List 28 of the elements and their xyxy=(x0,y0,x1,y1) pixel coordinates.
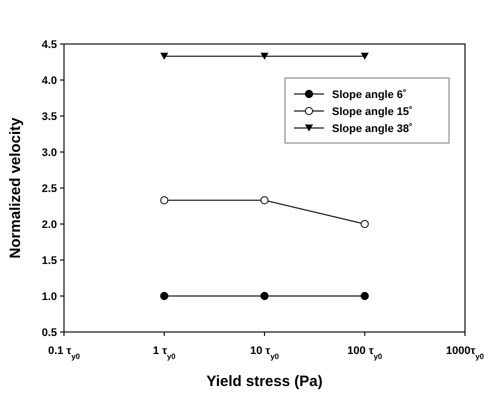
y-tick-label: 2.5 xyxy=(42,183,57,195)
x-tick-label: 0.1 τ$_{y0}$ xyxy=(48,345,80,360)
y-tick-label: 1.5 xyxy=(42,255,57,267)
y-tick-label: 1.0 xyxy=(42,291,57,303)
x-tick-label: 10 τ$_{y0}$ xyxy=(250,345,279,360)
legend-label: Slope angle 38˚ xyxy=(332,123,413,135)
x-tick-label: 1 τ$_{y0}$ xyxy=(152,345,176,360)
legend-label: Slope angle 6˚ xyxy=(332,89,407,101)
y-tick-label: 4.0 xyxy=(42,75,57,87)
point xyxy=(160,292,168,300)
point xyxy=(360,220,369,228)
point xyxy=(160,52,168,60)
y-tick-label: 3.0 xyxy=(42,147,57,159)
point xyxy=(160,196,168,204)
y-axis-title: Normalized velocity xyxy=(7,116,24,258)
y-tick-label: 0.5 xyxy=(42,327,57,339)
point xyxy=(260,292,269,300)
legend-label: Slope angle 15˚ xyxy=(332,106,413,118)
x-tick-label: 1000τ$_{y0}$ xyxy=(446,345,484,360)
x-tick-label: 100 τ$_{y0}$ xyxy=(347,345,382,360)
point xyxy=(360,292,369,300)
y-tick-label: 2.0 xyxy=(42,219,57,231)
y-tick-label: 4.5 xyxy=(42,39,57,51)
x-axis-title: Yield stress (Pa) xyxy=(206,373,323,390)
point xyxy=(260,52,268,60)
point xyxy=(260,196,269,204)
point xyxy=(360,52,369,60)
y-tick-label: 3.5 xyxy=(42,111,57,123)
